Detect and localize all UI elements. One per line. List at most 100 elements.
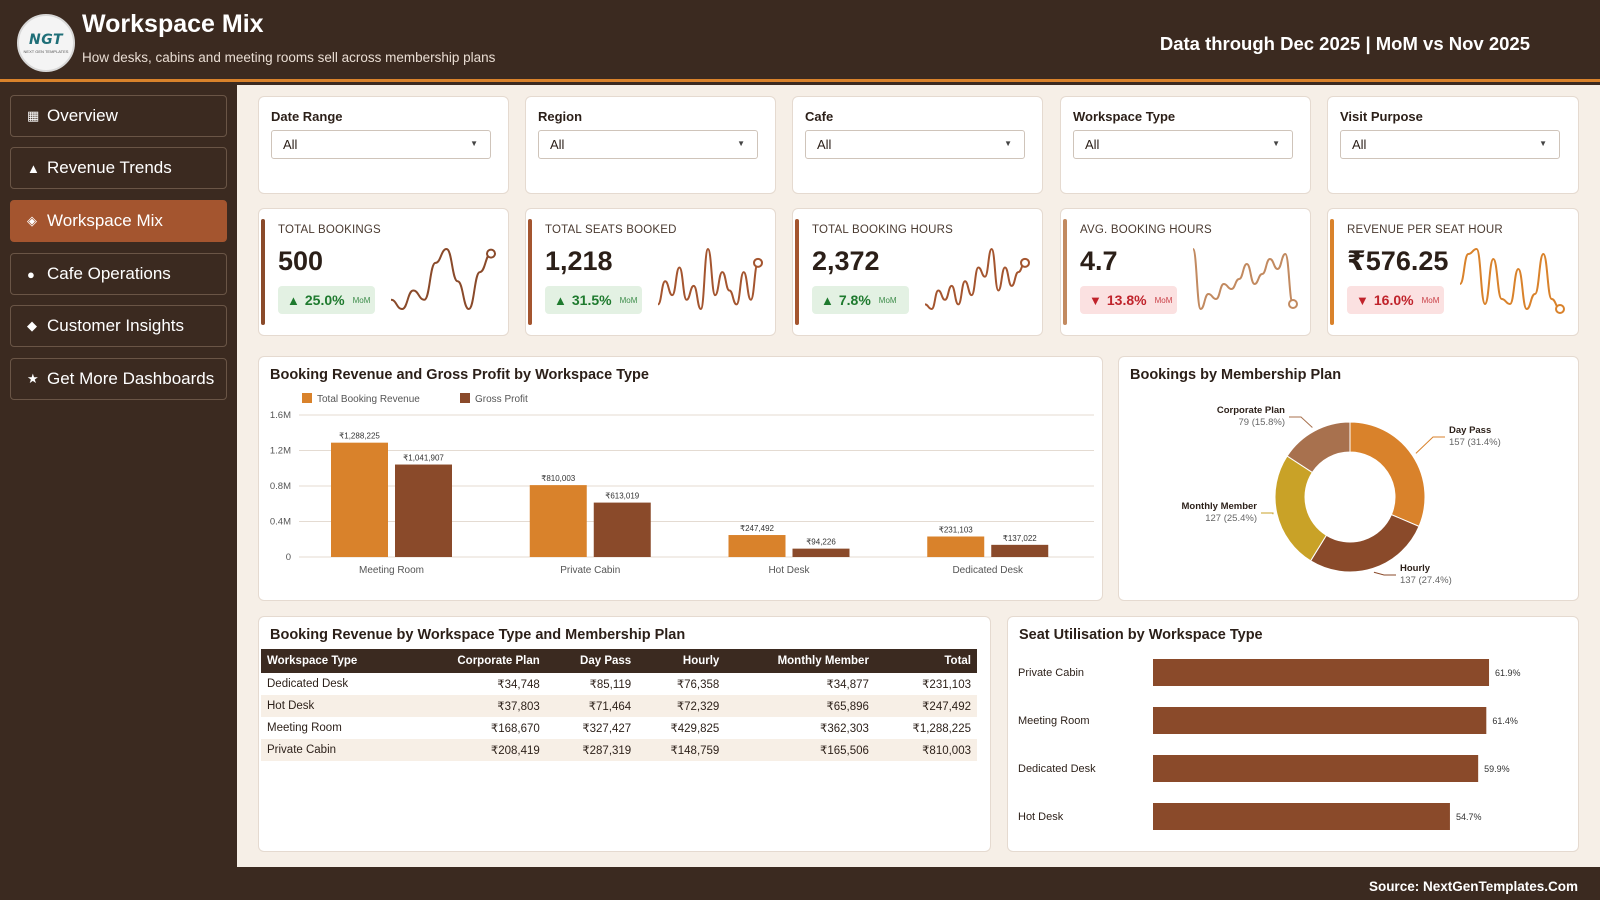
kpi-change-badge: ▲ 7.8% MoM — [812, 286, 909, 314]
caret-down-icon: ▼ — [737, 139, 745, 148]
bar[interactable] — [529, 485, 587, 557]
bar-data-label: ₹137,022 — [1003, 534, 1038, 543]
source-link[interactable]: Source: NextGenTemplates.Com — [1368, 879, 1578, 894]
sidebar-item-label: Workspace Mix — [47, 211, 163, 230]
sparkline-path — [924, 247, 1026, 311]
table-cell: ₹148,759 — [637, 739, 726, 761]
slice-name-label: Monthly Member — [1182, 501, 1258, 512]
revenue-profit-chart-card: Booking Revenue and Gross Profit by Work… — [258, 356, 1103, 601]
table-cell: ₹71,464 — [545, 695, 638, 717]
sparkline-end-point — [486, 248, 496, 259]
cafe-select[interactable]: All ▼ — [805, 130, 1025, 159]
sparkline-end-point — [1555, 304, 1565, 314]
sidebar-item-revenue-trends[interactable]: ▲ Revenue Trends — [10, 147, 227, 189]
sidebar-item-cafe-operations[interactable]: ● Cafe Operations — [10, 253, 227, 295]
kpi-label: TOTAL BOOKINGS — [278, 224, 381, 236]
column-header[interactable]: Hourly — [637, 649, 726, 673]
trend-arrow-icon: ▲ — [821, 292, 834, 308]
category-label: Meeting Room — [1018, 715, 1090, 727]
column-header[interactable]: Corporate Plan — [409, 649, 546, 673]
logo[interactable]: NGT NEXT GEN TEMPLATES — [17, 14, 75, 72]
trend-arrow-icon: ▼ — [1356, 292, 1369, 308]
sidebar-item-overview[interactable]: ▦ Overview — [10, 95, 227, 137]
slice-value-label: 79 (15.8%) — [1239, 417, 1285, 428]
legend-label: Total Booking Revenue — [317, 394, 420, 405]
leader-line — [1373, 571, 1396, 576]
bar[interactable] — [927, 536, 985, 557]
sidebar-item-customer-insights[interactable]: ◆ Customer Insights — [10, 305, 227, 347]
filter-label: Region — [538, 109, 583, 124]
seat-utilisation-card: Seat Utilisation by Workspace Type Priva… — [1007, 616, 1579, 852]
sidebar: ▦ Overview ▲ Revenue Trends ◈ Workspace … — [0, 85, 237, 867]
region-select[interactable]: All ▼ — [538, 130, 758, 159]
sidebar-item-label: Customer Insights — [47, 316, 184, 335]
bar[interactable] — [792, 548, 850, 557]
y-tick-label: 1.2M — [270, 446, 291, 457]
bar-data-label: ₹231,103 — [939, 525, 974, 534]
slice-value-label: 137 (27.4%) — [1400, 575, 1452, 586]
slice-name-label: Hourly — [1400, 563, 1431, 574]
kpi-change-badge: ▲ 31.5% MoM — [545, 286, 642, 314]
filter-label: Visit Purpose — [1340, 109, 1423, 124]
chart-title: Bookings by Membership Plan — [1130, 367, 1342, 383]
table-cell: Dedicated Desk — [267, 678, 349, 690]
sparkline-path — [390, 247, 492, 311]
kpi-sparkline — [657, 247, 763, 311]
legend-swatch — [302, 393, 312, 403]
filter-workspace-type: Workspace Type All ▼ — [1060, 96, 1311, 194]
bar[interactable] — [395, 464, 452, 557]
kpi-change: 7.8% — [838, 292, 871, 308]
chart-title: Seat Utilisation by Workspace Type — [1019, 627, 1263, 643]
donut-slice[interactable] — [1349, 421, 1426, 528]
sidebar-item-workspace-mix[interactable]: ◈ Workspace Mix — [10, 200, 227, 242]
sparkline-path — [1192, 248, 1294, 311]
filter-region: Region All ▼ — [525, 96, 776, 194]
utilisation-bar[interactable] — [1153, 707, 1487, 734]
column-header[interactable]: Day Pass — [545, 649, 638, 673]
triangle-icon: ▲ — [27, 160, 40, 176]
trend-arrow-icon: ▲ — [287, 292, 300, 308]
slice-name-label: Corporate Plan — [1217, 405, 1285, 416]
bar[interactable] — [728, 535, 786, 557]
table-cell: Private Cabin — [261, 739, 410, 761]
donut-slice[interactable] — [1274, 455, 1328, 562]
footer: Source: NextGenTemplates.Com — [0, 867, 1600, 900]
table-cell: ₹810,003 — [874, 739, 977, 761]
column-header[interactable]: Total — [874, 649, 977, 673]
revenue-table-card: Booking Revenue by Workspace Type and Me… — [258, 616, 991, 852]
main-content: Date Range All ▼ Region All ▼ Cafe All ▼… — [237, 85, 1600, 867]
kpi-accent-bar — [795, 219, 799, 325]
donut-slice[interactable] — [1286, 421, 1351, 474]
logo-subtext: NEXT GEN TEMPLATES — [23, 49, 69, 54]
bar-value-label: 61.4% — [1492, 716, 1518, 726]
utilisation-bar[interactable] — [1153, 659, 1490, 686]
bar[interactable] — [331, 442, 388, 557]
table-cell: ₹85,119 — [589, 679, 632, 691]
trend-arrow-icon: ▲ — [554, 292, 567, 308]
date-range-select[interactable]: All ▼ — [271, 130, 491, 159]
kpi-value: 1,218 — [545, 246, 613, 276]
dot-icon: ● — [27, 266, 35, 282]
bar[interactable] — [991, 544, 1049, 557]
sparkline-path — [1459, 247, 1561, 311]
sidebar-item-label: Revenue Trends — [47, 158, 172, 177]
column-header[interactable]: Workspace Type — [261, 649, 410, 673]
kpi-change-badge: ▼ 13.8% MoM — [1080, 286, 1177, 314]
kpi-accent-bar — [1063, 219, 1067, 325]
kpi-change-badge: ▲ 25.0% MoM — [278, 286, 375, 314]
slice-name-label: Day Pass — [1449, 425, 1491, 436]
kpi-change-badge: ▼ 16.0% MoM — [1347, 286, 1444, 314]
diamond-outline-icon: ◈ — [27, 213, 37, 228]
visit-purpose-select[interactable]: All ▼ — [1340, 130, 1560, 159]
utilisation-bar[interactable] — [1153, 803, 1450, 830]
utilisation-bar[interactable] — [1153, 755, 1479, 782]
kpi-mom-label: MoM — [1421, 295, 1440, 305]
workspace-type-select[interactable]: All ▼ — [1073, 130, 1293, 159]
bar[interactable] — [593, 502, 651, 557]
y-tick-label: 0 — [286, 552, 291, 563]
sidebar-item-get-more-dashboards[interactable]: ★ Get More Dashboards — [10, 358, 227, 400]
legend-label: Gross Profit — [475, 394, 528, 405]
leader-line — [1289, 416, 1313, 428]
kpi-accent-bar — [1330, 219, 1334, 325]
column-header[interactable]: Monthly Member — [725, 649, 875, 673]
